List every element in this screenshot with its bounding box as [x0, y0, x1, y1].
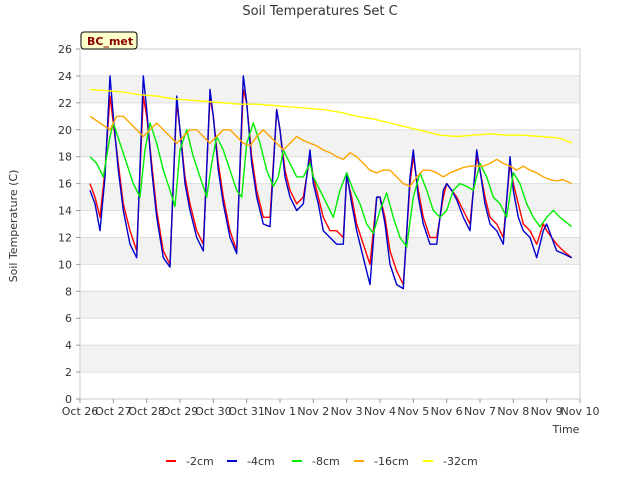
- band: [80, 49, 580, 76]
- band: [80, 183, 580, 211]
- series-line-2cm: [89, 88, 573, 286]
- series-line-16cm: [89, 115, 573, 188]
- x-tick-label: Oct 31: [228, 405, 265, 418]
- x-tick-label: Oct 28: [128, 405, 165, 418]
- x-tick-label: Nov 6: [431, 405, 463, 418]
- x-tick-label: Nov 7: [464, 405, 496, 418]
- band: [80, 156, 580, 184]
- y-tick-label: 2: [65, 366, 72, 379]
- band: [80, 75, 580, 103]
- legend-label: -16cm: [374, 455, 409, 468]
- legend-label: -32cm: [443, 455, 478, 468]
- x-tick-label: Nov 1: [264, 405, 296, 418]
- y-tick-label: 14: [58, 205, 72, 218]
- legend-label: -2cm: [186, 455, 214, 468]
- y-tick-label: 20: [58, 124, 72, 137]
- legend-label: -4cm: [247, 455, 275, 468]
- legend-label: -8cm: [312, 455, 340, 468]
- x-tick-label: Oct 29: [162, 405, 199, 418]
- x-tick-label: Oct 27: [95, 405, 132, 418]
- x-tick-label: Oct 30: [195, 405, 232, 418]
- y-tick-label: 24: [58, 70, 72, 83]
- x-tick-label: Nov 5: [397, 405, 429, 418]
- band: [80, 237, 580, 265]
- x-tick-label: Nov 3: [331, 405, 363, 418]
- legend: -2cm -4cm -8cm -16cm -32cm: [166, 455, 478, 468]
- x-tick-label: Nov 2: [297, 405, 329, 418]
- x-tick-label: Nov 10: [561, 405, 600, 418]
- y-tick-label: 26: [58, 43, 72, 56]
- y-tick-label: 4: [65, 339, 72, 352]
- y-tick-label: 18: [58, 151, 72, 164]
- chart-title: Soil Temperatures Set C: [242, 4, 397, 19]
- series-line-32cm: [89, 88, 573, 144]
- band: [80, 345, 580, 373]
- series-line-8cm: [89, 122, 573, 248]
- plot-frame: [79, 48, 581, 400]
- y-tick-label: 16: [58, 178, 72, 191]
- x-tick-label: Oct 26: [62, 405, 99, 418]
- station-badge-box: [80, 31, 138, 50]
- y-axis-label: Soil Temperature (C): [7, 170, 20, 283]
- band: [80, 264, 580, 292]
- y-tick-label: 0: [65, 393, 72, 406]
- band: [80, 291, 580, 319]
- x-tick-label: Nov 9: [531, 405, 563, 418]
- band: [80, 372, 580, 399]
- series-lines: [89, 75, 573, 290]
- y-tick-label: 8: [65, 285, 72, 298]
- x-tick-label: Nov 4: [364, 405, 396, 418]
- band: [80, 102, 580, 130]
- band: [80, 318, 580, 346]
- station-badge-label: BC_met: [87, 35, 133, 48]
- y-tick-label: 6: [65, 312, 72, 325]
- y-tick-label: 12: [58, 231, 72, 244]
- x-axis-label: Time: [552, 423, 580, 436]
- y-tick-label: 22: [58, 97, 72, 110]
- series-line-4cm: [89, 75, 573, 290]
- y-tick-label: 10: [58, 258, 72, 271]
- station-badge: BC_met: [80, 31, 138, 50]
- x-tick-label: Nov 8: [497, 405, 529, 418]
